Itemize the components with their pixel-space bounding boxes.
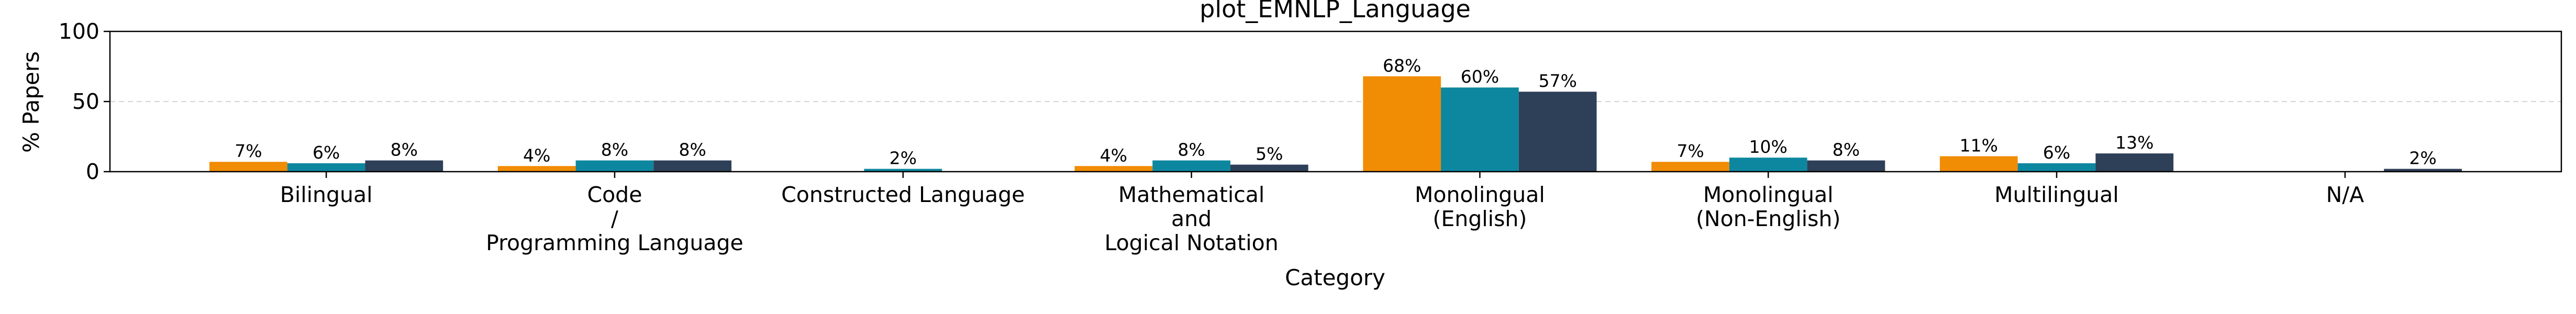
data-label: 6% xyxy=(313,142,340,163)
x-tick-label: Bilingual xyxy=(280,182,373,207)
bar xyxy=(287,163,365,172)
data-label: 2% xyxy=(2409,148,2436,169)
bar xyxy=(1939,156,2018,172)
bar xyxy=(2384,169,2462,172)
data-label: 10% xyxy=(1749,137,1787,157)
x-tick-label: Code / Programming Language xyxy=(486,182,743,255)
data-labels-group: 7% 4% 4% 68% 7% 11% 6% 8% 2% 8% 60% 10% 6% 8% 8% 5% 57% 8… xyxy=(235,55,2437,169)
data-label: 6% xyxy=(2043,142,2070,163)
bars-group xyxy=(209,76,2462,172)
data-label: 2% xyxy=(890,148,917,169)
y-tick-label: 50 xyxy=(72,89,99,114)
bar xyxy=(1807,160,1885,172)
chart-title: plot_EMNLP_Language xyxy=(1200,0,1471,23)
y-axis-ticks: 0 50 100 xyxy=(59,19,110,184)
bar xyxy=(1729,158,1807,172)
data-label: 8% xyxy=(601,140,628,160)
bar xyxy=(1152,160,1230,172)
data-label: 4% xyxy=(1100,145,1127,165)
data-label: 8% xyxy=(679,140,706,160)
data-label: 57% xyxy=(1538,71,1576,91)
data-label: 7% xyxy=(235,141,262,161)
data-label: 60% xyxy=(1461,66,1499,87)
y-tick-label: 100 xyxy=(59,19,99,44)
data-label: 8% xyxy=(1833,140,1860,160)
x-tick-label: Mathematical and Logical Notation xyxy=(1104,182,1278,255)
bar xyxy=(1363,76,1441,172)
x-axis-label: Category xyxy=(1285,265,1385,290)
bar xyxy=(1230,164,1308,172)
data-label: 5% xyxy=(1256,144,1283,164)
x-tick-label: Constructed Language xyxy=(781,182,1025,207)
x-tick-label: Monolingual (Non-English) xyxy=(1696,182,1841,231)
bar xyxy=(864,169,942,172)
bar xyxy=(2095,153,2174,172)
data-label: 7% xyxy=(1676,141,1704,161)
x-tick-label: Monolingual (English) xyxy=(1415,182,1545,231)
x-tick-label: N/A xyxy=(2326,182,2364,207)
data-label: 4% xyxy=(523,145,550,165)
y-tick-label: 0 xyxy=(86,159,99,184)
bar xyxy=(653,160,732,172)
bar xyxy=(1074,166,1153,172)
data-label: 11% xyxy=(1960,136,1998,156)
y-axis-label: % Papers xyxy=(18,51,44,153)
data-label: 68% xyxy=(1383,55,1421,76)
bar xyxy=(575,160,654,172)
x-axis-ticks: Bilingual Code / Programming Language Constr… xyxy=(280,172,2364,255)
bar xyxy=(209,162,287,172)
data-label: 8% xyxy=(391,140,418,160)
bar xyxy=(365,160,443,172)
bar xyxy=(497,166,576,172)
data-label: 13% xyxy=(2115,132,2153,153)
bar xyxy=(1441,87,1519,172)
bar xyxy=(1518,92,1597,172)
data-label: 8% xyxy=(1178,140,1205,160)
bar xyxy=(1651,162,1729,172)
bar xyxy=(2017,163,2096,172)
x-tick-label: Multilingual xyxy=(1994,182,2119,207)
